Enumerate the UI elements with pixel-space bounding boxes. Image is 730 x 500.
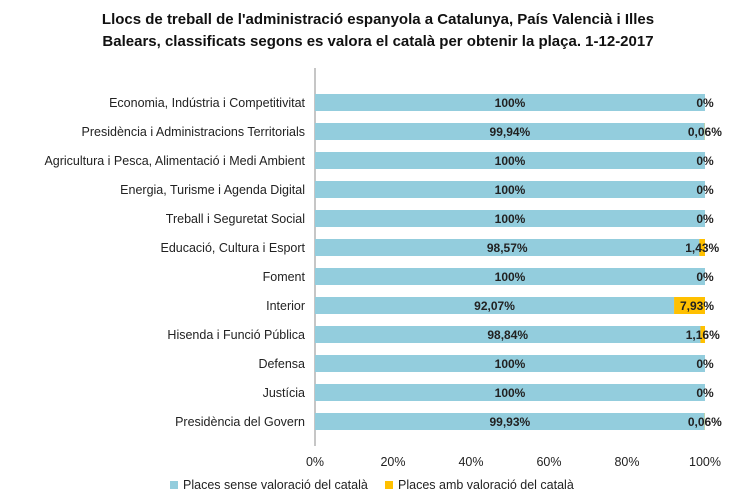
data-label-series-2: 0% [696, 357, 714, 371]
category-label: Foment [263, 270, 306, 284]
x-tick-label: 40% [458, 455, 483, 469]
data-label-series-2: 0% [696, 96, 714, 110]
data-label-series-1: 99,94% [490, 125, 531, 139]
bar-segment-series-1 [315, 297, 675, 314]
category-label: Agricultura i Pesca, Alimentació i Medi … [44, 154, 305, 168]
category-label: Educació, Cultura i Esport [160, 241, 305, 255]
x-tick-label: 80% [614, 455, 639, 469]
bar-segment-series-1 [315, 152, 705, 169]
data-label-series-1: 100% [495, 154, 526, 168]
data-label-series-2: 0% [696, 270, 714, 284]
data-label-series-1: 100% [495, 96, 526, 110]
data-label-series-2: 0% [696, 183, 714, 197]
x-tick-label: 60% [536, 455, 561, 469]
data-label-series-2: 0% [696, 154, 714, 168]
data-label-series-1: 98,84% [487, 328, 528, 342]
legend-swatch-series-1 [170, 481, 178, 489]
data-label-series-1: 100% [495, 357, 526, 371]
bar-segment-series-1 [315, 326, 701, 343]
data-label-series-2: 0,06% [688, 415, 722, 429]
x-tick-label: 100% [689, 455, 721, 469]
data-label-series-1: 100% [495, 270, 526, 284]
category-label: Interior [266, 299, 305, 313]
data-label-series-1: 100% [495, 183, 526, 197]
data-label-series-1: 92,07% [474, 299, 515, 313]
data-label-series-2: 1,16% [686, 328, 720, 342]
bar-segment-series-1 [315, 181, 705, 198]
x-tick-label: 0% [306, 455, 324, 469]
bar-segment-series-2 [699, 239, 705, 256]
data-label-series-2: 0% [696, 212, 714, 226]
category-label: Presidència i Administracions Territoria… [82, 125, 305, 139]
bar-segment-series-1 [315, 123, 705, 140]
bar-segment-series-1 [315, 268, 705, 285]
legend-swatch-series-2 [385, 481, 393, 489]
data-label-series-1: 99,93% [490, 415, 531, 429]
data-label-series-2: 0,06% [688, 125, 722, 139]
x-tick-label: 20% [380, 455, 405, 469]
bar-segment-series-1 [315, 384, 705, 401]
legend-label-series-1: Places sense valoració del català [183, 478, 368, 492]
category-label: Defensa [258, 357, 305, 371]
legend: Places sense valoració del català Places … [170, 478, 574, 492]
category-label: Justícia [263, 386, 305, 400]
data-label-series-2: 7,93% [680, 299, 714, 313]
category-label: Presidència del Govern [175, 415, 305, 429]
bar-segment-series-2 [674, 297, 705, 314]
data-label-series-1: 98,57% [487, 241, 528, 255]
category-label: Treball i Seguretat Social [166, 212, 305, 226]
chart-title: Llocs de treball de l'administració espa… [102, 11, 654, 50]
data-label-series-2: 0% [696, 386, 714, 400]
bar-segment-series-1 [315, 413, 705, 430]
bar-segment-series-1 [315, 210, 705, 227]
bar-segment-series-1 [315, 239, 700, 256]
bar-segment-series-1 [315, 94, 705, 111]
chart-title-line-2: Balears, classificats segons es valora e… [102, 33, 653, 50]
bar-segment-series-1 [315, 355, 705, 372]
category-label: Energia, Turisme i Agenda Digital [120, 183, 305, 197]
data-label-series-2: 1,43% [685, 241, 719, 255]
plot-area: Economia, Indústria i Competitivitat 100%… [44, 68, 722, 469]
category-label: Hisenda i Funció Pública [167, 328, 305, 342]
category-label: Economia, Indústria i Competitivitat [109, 96, 305, 110]
chart-title-line-1: Llocs de treball de l'administració espa… [102, 11, 654, 28]
data-label-series-1: 100% [495, 212, 526, 226]
bar-segment-series-2 [700, 326, 705, 343]
data-label-series-1: 100% [495, 386, 526, 400]
legend-label-series-2: Places amb valoració del català [398, 478, 574, 492]
